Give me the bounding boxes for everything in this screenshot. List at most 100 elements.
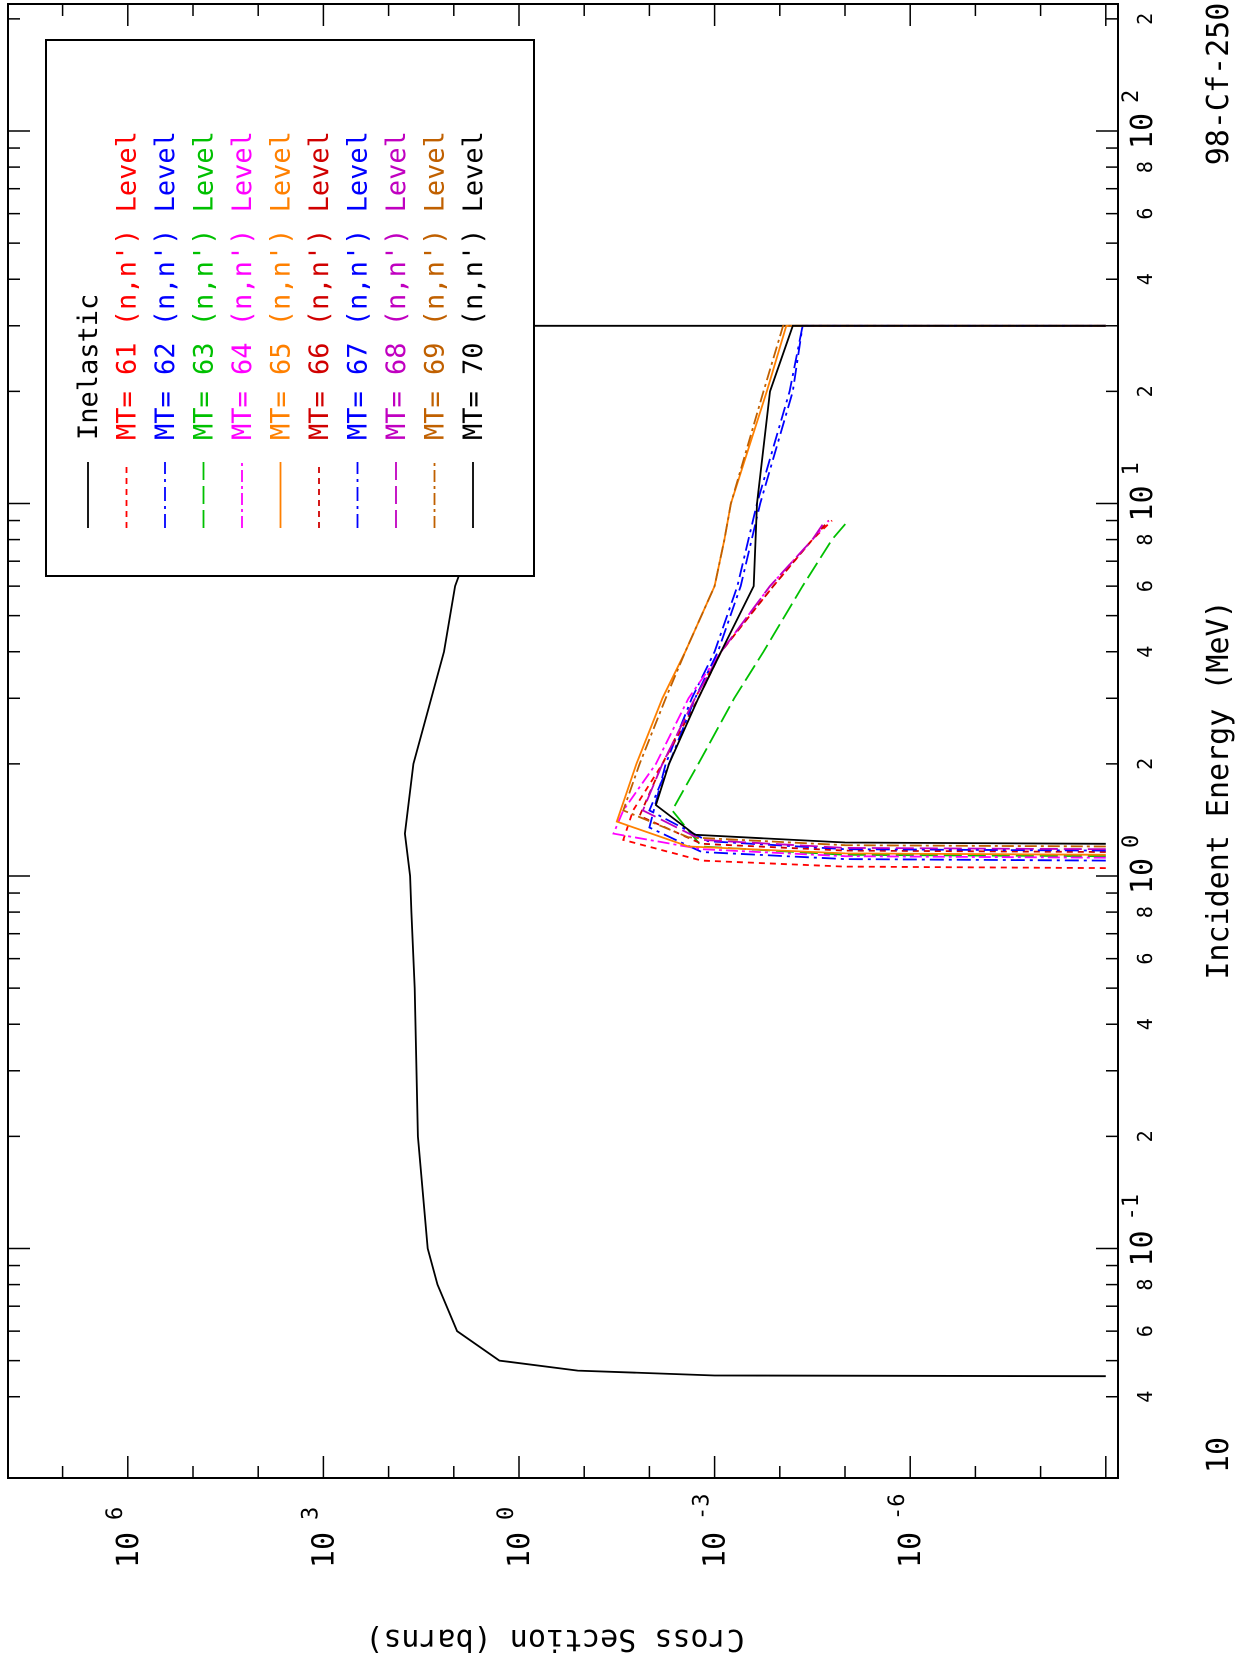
axis-labels: Incident Energy (MeV) Cross Section (bar… (365, 3, 1236, 1657)
x-tick-label-text: 6 (1133, 1325, 1157, 1337)
axis-ticks: 46810-1246810024681012468102210610310010… (8, 4, 1160, 1568)
legend-mt: MT= 68 (381, 326, 412, 440)
x-axis-left-label: 10 (1201, 1437, 1236, 1473)
x-tick-label: 6 (1133, 208, 1157, 220)
chart-title: 98-Cf-250 (1201, 3, 1236, 166)
x-tick-label-text: 2 (1133, 1130, 1157, 1142)
series-line (654, 324, 1106, 845)
x-tick-label: 6 (1133, 1325, 1157, 1337)
x-tick-label: 10 0 (1119, 835, 1160, 894)
x-tick-label: 4 (1133, 1391, 1157, 1403)
legend-mt: MT= 61 (112, 326, 143, 440)
legend-mt: MT= 64 (227, 326, 258, 440)
x-tick-label: 4 (1133, 1018, 1157, 1030)
x-tick-label: 10 1 (1119, 462, 1160, 521)
x-tick-label-text: 8 (1133, 1279, 1157, 1291)
plot-frame (7, 3, 1119, 1479)
series-line (622, 519, 1106, 869)
x-tick-exponent: 2 (1119, 90, 1144, 103)
legend-label: MT= 68 (n,n') Level (381, 131, 412, 440)
x-tick-label-text: 6 (1133, 580, 1157, 592)
y-tick-exponent: 0 (494, 1507, 519, 1520)
series-line (638, 519, 1106, 853)
legend-mt: MT= 63 (189, 326, 220, 440)
x-tick-label: 4 (1133, 646, 1157, 658)
legend-label: MT= 66 (n,n') Level (304, 131, 335, 440)
series-line (622, 324, 1106, 848)
x-tick-label: 6 (1133, 580, 1157, 592)
x-axis-label: Incident Energy (MeV) (1201, 600, 1236, 979)
x-tick-label: 8 (1133, 1279, 1157, 1291)
legend-label: MT= 63 (n,n') Level (189, 131, 220, 440)
y-tick-label: 10-6 (885, 1494, 928, 1569)
x-tick-label: 2 (1133, 13, 1157, 25)
y-tick-label: 10 3 (298, 1507, 341, 1568)
legend-mt: MT= 70 (458, 326, 489, 440)
y-tick-label-text: 10 (502, 1532, 537, 1568)
x-tick-label-text: 6 (1133, 953, 1157, 965)
y-tick-label: 10 0 (494, 1507, 537, 1568)
y-tick-exponent: -3 (690, 1494, 715, 1521)
x-tick-label: 8 (1133, 534, 1157, 546)
legend-label: MT= 64 (n,n') Level (227, 131, 258, 440)
x-tick-label-text: 2 (1133, 758, 1157, 770)
x-tick-label: 8 (1133, 161, 1157, 173)
legend-label: MT= 61 (n,n') Level (112, 131, 143, 440)
x-tick-label-text: 8 (1133, 534, 1157, 546)
y-tick-exponent: -6 (885, 1494, 910, 1521)
legend-name: (n,n') Level (343, 131, 374, 326)
legend-mt: MT= 62 (150, 326, 181, 440)
legend-name: (n,n') Level (458, 131, 489, 326)
y-tick-label-text: 10 (306, 1532, 341, 1568)
x-tick-label: 2 (1133, 385, 1157, 397)
series-line (641, 519, 1106, 851)
x-tick-label-text: 4 (1133, 1391, 1157, 1403)
legend-label: MT= 65 (n,n') Level (266, 131, 297, 440)
x-tick-label: 8 (1133, 906, 1157, 918)
y-tick-label: 10 6 (103, 1507, 146, 1568)
series-line (671, 519, 1106, 858)
legend-name: (n,n') Level (381, 131, 412, 326)
x-tick-label-text: 10 (1125, 485, 1160, 521)
x-tick-label-text: 10 (1125, 1230, 1160, 1266)
series-line (648, 324, 1106, 852)
y-tick-label-text: 10 (111, 1532, 146, 1568)
x-tick-label-text: 4 (1133, 1018, 1157, 1030)
x-tick-label-text: 8 (1133, 161, 1157, 173)
x-tick-label-text: 2 (1133, 13, 1157, 25)
series-line (615, 324, 1106, 856)
x-tick-label-text: 2 (1133, 385, 1157, 397)
legend-name: (n,n') Level (304, 131, 335, 326)
chart-frame-group (7, 3, 1119, 1479)
x-tick-exponent: 0 (1119, 835, 1144, 848)
legend-label: Inelastic (73, 294, 104, 440)
y-axis-label: Cross Section (barns) (365, 1622, 744, 1657)
x-tick-label: 4 (1133, 273, 1157, 285)
series-line (612, 519, 1106, 859)
y-tick-label-text: 10 (893, 1532, 928, 1568)
legend-label: MT= 69 (n,n') Level (420, 131, 451, 440)
x-tick-exponent: -1 (1119, 1194, 1144, 1221)
x-tick-label-text: 8 (1133, 906, 1157, 918)
x-tick-label: 10-1 (1119, 1194, 1160, 1267)
x-tick-label-text: 4 (1133, 646, 1157, 658)
legend-box (45, 39, 535, 577)
legend-mt: MT= 67 (343, 326, 374, 440)
legend-name: (n,n') Level (227, 131, 258, 326)
legend-name: (n,n') Level (266, 131, 297, 326)
legend-name: (n,n') Level (112, 131, 143, 326)
x-tick-exponent: 1 (1119, 462, 1144, 475)
y-tick-exponent: 3 (298, 1507, 323, 1520)
legend-name: (n,n') Level (420, 131, 451, 326)
y-tick-label: 10-3 (690, 1494, 733, 1569)
legend-label: MT= 70 (n,n') Level (458, 131, 489, 440)
series-lines (403, 324, 1106, 1378)
x-tick-label: 2 (1133, 1130, 1157, 1142)
legend-mt: MT= 65 (266, 326, 297, 440)
x-tick-label: 10 2 (1119, 90, 1160, 149)
legend-name: (n,n') Level (150, 131, 181, 326)
legend-name: (n,n') Level (189, 131, 220, 326)
legend-label: MT= 62 (n,n') Level (150, 131, 181, 440)
x-tick-label-text: 4 (1133, 273, 1157, 285)
